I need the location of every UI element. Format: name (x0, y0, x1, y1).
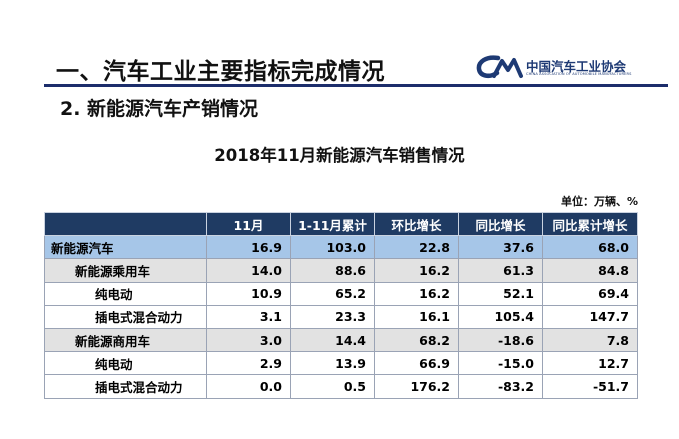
table-header-row: 11月 1-11月累计 环比增长 同比增长 同比累计增长 (44, 211, 638, 237)
table-cell: 69.4 (542, 281, 638, 306)
table-cell: 3.1 (206, 304, 291, 329)
table-row: 纯电动 10.9 65.2 16.2 52.1 69.4 (44, 281, 638, 306)
caam-logo-icon (476, 55, 523, 79)
table-cell: 23.3 (290, 304, 375, 329)
table-cell: -51.7 (542, 374, 638, 399)
unit-label: 单位：万辆、% (560, 195, 638, 208)
column-header: 同比增长 (458, 211, 543, 237)
row-label: 纯电动 (44, 351, 207, 376)
table-cell: 14.0 (206, 258, 291, 283)
table-cell: 3.0 (206, 327, 291, 353)
table-row: 插电式混合动力 0.0 0.5 176.2 -83.2 -51.7 (44, 374, 638, 399)
table-title: 2018年11月新能源汽车销售情况 (214, 146, 465, 165)
table-cell: 88.6 (290, 258, 375, 283)
column-header: 11月 (206, 211, 291, 237)
table-cell: 13.9 (290, 351, 375, 376)
row-label: 新能源商用车 (44, 327, 207, 353)
table-row: 纯电动 2.9 13.9 66.9 -15.0 12.7 (44, 351, 638, 376)
column-header: 同比累计增长 (542, 211, 638, 237)
table-cell: 65.2 (290, 281, 375, 306)
table-cell: 16.9 (206, 235, 291, 260)
logo-english-name: CHINA ASSOCIATION OF AUTOMOBILE MANUFACT… (526, 72, 632, 76)
table-cell: 14.4 (290, 327, 375, 353)
table-cell: -83.2 (458, 374, 543, 399)
row-label: 新能源乘用车 (44, 258, 207, 283)
column-header: 环比增长 (374, 211, 459, 237)
table-cell: 10.9 (206, 281, 291, 306)
table-cell: 61.3 (458, 258, 543, 283)
table-cell: 0.5 (290, 374, 375, 399)
table-cell: 16.2 (374, 258, 459, 283)
table-cell: 66.9 (374, 351, 459, 376)
table-cell: -18.6 (458, 327, 543, 353)
table-cell: 7.8 (542, 327, 638, 353)
table-cell: 2.9 (206, 351, 291, 376)
logo-chinese-name: 中国汽车工业协会 (526, 59, 627, 74)
table-cell: 103.0 (290, 235, 375, 260)
caam-logo: 中国汽车工业协会 CHINA ASSOCIATION OF AUTOMOBILE… (476, 54, 666, 82)
row-label: 纯电动 (44, 281, 207, 306)
table-row: 新能源乘用车 14.0 88.6 16.2 61.3 84.8 (44, 258, 638, 283)
table-row: 插电式混合动力 3.1 23.3 16.1 105.4 147.7 (44, 304, 638, 329)
table-row: 新能源汽车 16.9 103.0 22.8 37.6 68.0 (44, 235, 638, 260)
page-heading: 一、汽车工业主要指标完成情况 (56, 59, 385, 85)
table-cell: 176.2 (374, 374, 459, 399)
table-cell: 105.4 (458, 304, 543, 329)
table-cell: 68.0 (542, 235, 638, 260)
table-cell: 16.1 (374, 304, 459, 329)
table-row: 新能源商用车 3.0 14.4 68.2 -18.6 7.8 (44, 327, 638, 353)
table-cell: 22.8 (374, 235, 459, 260)
table-cell: 16.2 (374, 281, 459, 306)
table-cell: 37.6 (458, 235, 543, 260)
table-cell: -15.0 (458, 351, 543, 376)
row-label: 新能源汽车 (44, 235, 207, 260)
row-label: 插电式混合动力 (44, 304, 207, 329)
table-cell: 0.0 (206, 374, 291, 399)
row-label: 插电式混合动力 (44, 374, 207, 399)
table-cell: 68.2 (374, 327, 459, 353)
column-header (44, 211, 207, 237)
section-title: 2. 新能源汽车产销情况 (60, 98, 259, 120)
table-cell: 84.8 (542, 258, 638, 283)
sales-table: 11月 1-11月累计 环比增长 同比增长 同比累计增长 新能源汽车 16.9 … (44, 211, 638, 399)
column-header: 1-11月累计 (290, 211, 375, 237)
table-cell: 52.1 (458, 281, 543, 306)
table-cell: 12.7 (542, 351, 638, 376)
table-cell: 147.7 (542, 304, 638, 329)
header-divider (44, 84, 668, 87)
